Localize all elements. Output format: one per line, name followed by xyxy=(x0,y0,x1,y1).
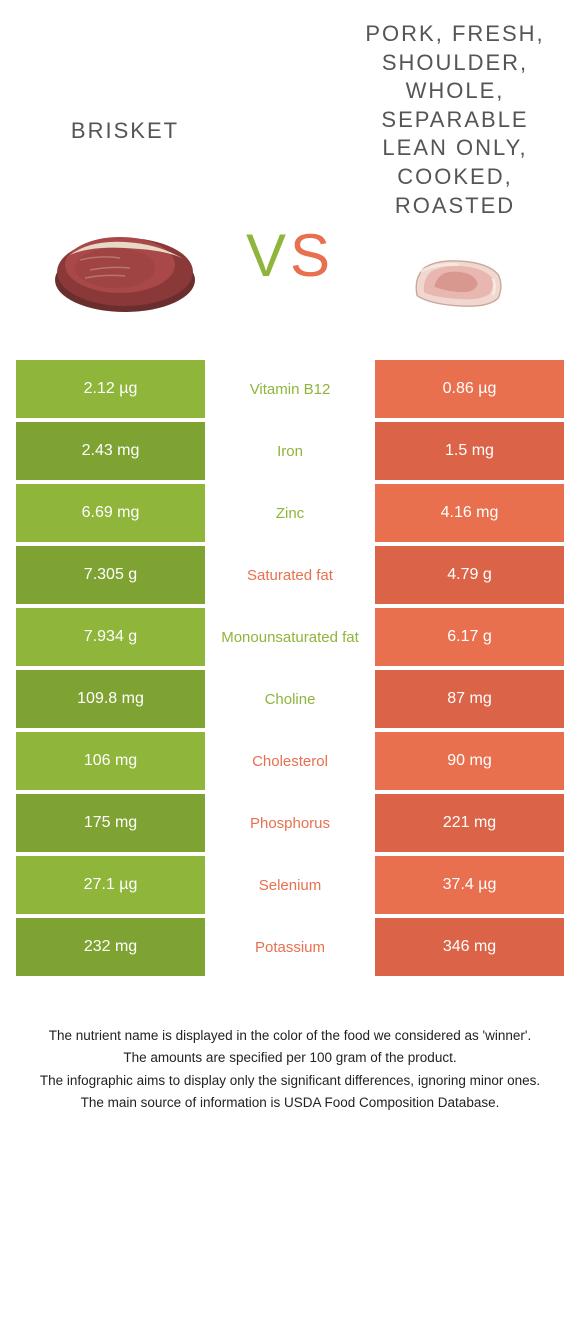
pork-image xyxy=(370,244,540,320)
nutrient-name: Potassium xyxy=(205,918,375,976)
right-value: 221 mg xyxy=(375,794,564,852)
right-value: 4.79 g xyxy=(375,546,564,604)
table-row: 7.305 gSaturated fat4.79 g xyxy=(16,546,564,604)
right-value: 37.4 µg xyxy=(375,856,564,914)
left-value: 109.8 mg xyxy=(16,670,205,728)
left-value: 6.69 mg xyxy=(16,484,205,542)
nutrient-name: Selenium xyxy=(205,856,375,914)
footer-notes: The nutrient name is displayed in the co… xyxy=(0,1026,580,1113)
table-row: 27.1 µgSelenium37.4 µg xyxy=(16,856,564,914)
nutrient-comparison-table: 2.12 µgVitamin B120.86 µg2.43 mgIron1.5 … xyxy=(16,360,564,976)
nutrient-name: Phosphorus xyxy=(205,794,375,852)
right-value: 87 mg xyxy=(375,670,564,728)
left-value: 7.934 g xyxy=(16,608,205,666)
nutrient-name: Saturated fat xyxy=(205,546,375,604)
brisket-image xyxy=(40,210,210,320)
footer-line: The amounts are specified per 100 gram o… xyxy=(24,1048,556,1068)
comparison-header: BRISKET VS PORK, FRESH, SHOULDER, WHOLE,… xyxy=(0,0,580,320)
footer-line: The infographic aims to display only the… xyxy=(24,1071,556,1091)
left-value: 106 mg xyxy=(16,732,205,790)
table-row: 109.8 mgCholine87 mg xyxy=(16,670,564,728)
nutrient-name: Choline xyxy=(205,670,375,728)
left-value: 27.1 µg xyxy=(16,856,205,914)
footer-line: The nutrient name is displayed in the co… xyxy=(24,1026,556,1046)
left-value: 175 mg xyxy=(16,794,205,852)
table-row: 6.69 mgZinc4.16 mg xyxy=(16,484,564,542)
right-value: 346 mg xyxy=(375,918,564,976)
left-food-title: BRISKET xyxy=(63,118,187,144)
vs-s-letter: S xyxy=(290,222,334,289)
table-row: 175 mgPhosphorus221 mg xyxy=(16,794,564,852)
nutrient-name: Zinc xyxy=(205,484,375,542)
table-row: 7.934 gMonounsaturated fat6.17 g xyxy=(16,608,564,666)
nutrient-name: Iron xyxy=(205,422,375,480)
right-value: 1.5 mg xyxy=(375,422,564,480)
vs-v-letter: V xyxy=(246,222,290,289)
right-food-column: PORK, FRESH, SHOULDER, WHOLE, SEPARABLE … xyxy=(350,0,560,320)
table-row: 232 mgPotassium346 mg xyxy=(16,918,564,976)
left-value: 7.305 g xyxy=(16,546,205,604)
right-value: 90 mg xyxy=(375,732,564,790)
right-food-title: PORK, FRESH, SHOULDER, WHOLE, SEPARABLE … xyxy=(350,20,560,220)
left-value: 2.43 mg xyxy=(16,422,205,480)
vs-column: VS xyxy=(230,221,350,320)
footer-line: The main source of information is USDA F… xyxy=(24,1093,556,1113)
left-value: 232 mg xyxy=(16,918,205,976)
table-row: 2.43 mgIron1.5 mg xyxy=(16,422,564,480)
nutrient-name: Cholesterol xyxy=(205,732,375,790)
nutrient-name: Monounsaturated fat xyxy=(205,608,375,666)
left-value: 2.12 µg xyxy=(16,360,205,418)
right-value: 6.17 g xyxy=(375,608,564,666)
nutrient-name: Vitamin B12 xyxy=(205,360,375,418)
table-row: 2.12 µgVitamin B120.86 µg xyxy=(16,360,564,418)
left-food-column: BRISKET xyxy=(20,0,230,320)
right-value: 4.16 mg xyxy=(375,484,564,542)
right-value: 0.86 µg xyxy=(375,360,564,418)
table-row: 106 mgCholesterol90 mg xyxy=(16,732,564,790)
vs-label: VS xyxy=(246,221,334,290)
